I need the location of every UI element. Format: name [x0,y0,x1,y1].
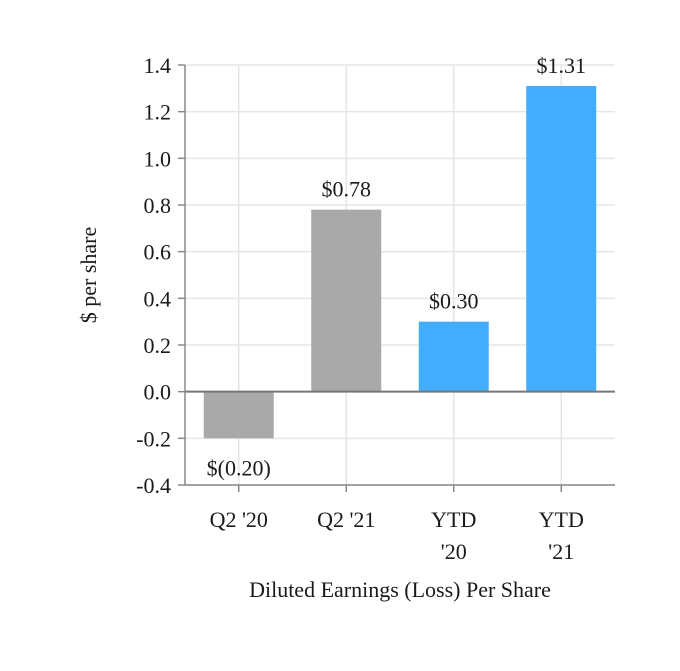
axes [178,64,615,492]
y-tick-label: 0.0 [144,380,172,405]
x-tick-label: YTD [431,507,476,532]
y-tick-label: 0.2 [144,333,172,358]
y-tick-label: -0.2 [136,426,171,451]
data-label: $0.30 [429,289,479,314]
x-tick-label: '21 [548,539,574,564]
bar [418,321,489,392]
bars [203,86,597,439]
y-tick-label: 0.4 [144,286,172,311]
y-tick-label: -0.4 [136,473,171,498]
data-label: $0.78 [322,177,372,202]
x-tick-label: '20 [441,539,467,564]
x-axis-title: Diluted Earnings (Loss) Per Share [249,577,551,602]
y-tick-label: 0.8 [144,193,172,218]
x-tick-label: Q2 '20 [210,507,268,532]
bar [203,391,274,439]
labels: 1.4 1.2 1.0 0.8 0.6 0.4 0.2 0.0 -0.2 -0.4 $(0.20) Q… [136,53,586,564]
bar [311,209,382,392]
x-tick-label: YTD [539,507,584,532]
y-tick-label: 0.6 [144,240,172,265]
data-label: $(0.20) [207,455,271,480]
y-axis-title: $ per share [76,227,101,324]
bar [526,86,597,392]
y-tick-label: 1.2 [144,100,172,125]
data-label: $1.31 [537,53,587,78]
x-tick-label: Q2 '21 [317,507,375,532]
y-tick-label: 1.4 [144,53,172,78]
y-tick-label: 1.0 [144,146,172,171]
